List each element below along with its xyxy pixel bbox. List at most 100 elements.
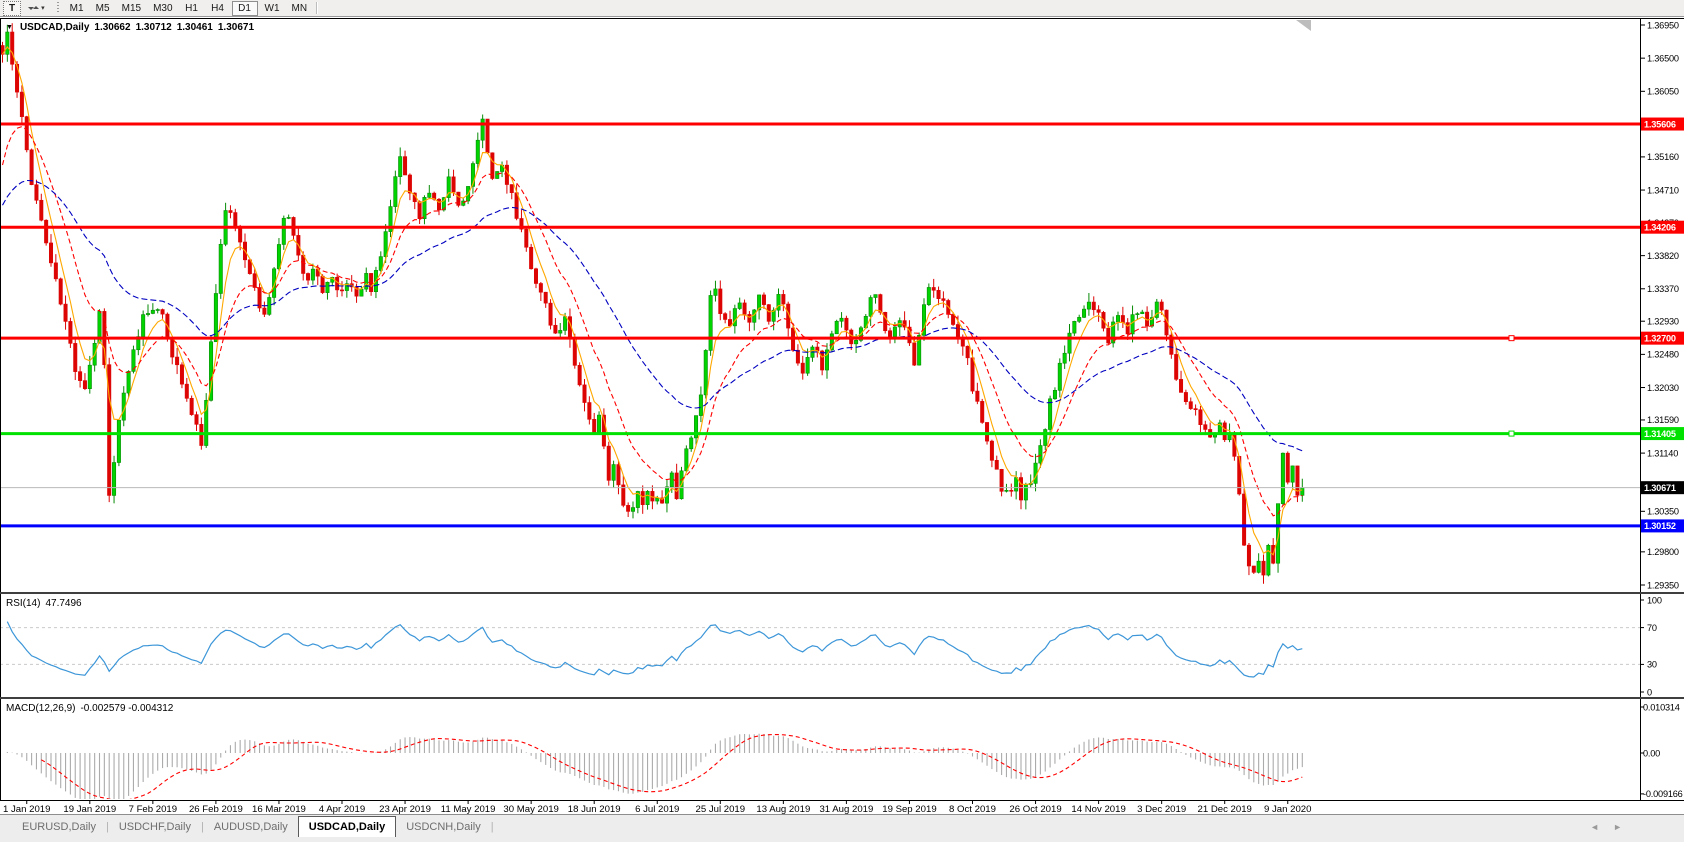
rsi-tick-label: 100: [1647, 595, 1662, 605]
price-tick-label: 1.29350: [1647, 580, 1679, 590]
tabs-scroll-right-icon[interactable]: ►: [1613, 822, 1622, 832]
date-label: 26 Oct 2019: [1009, 804, 1061, 814]
date-label: 25 Jul 2019: [695, 804, 745, 814]
toolbar-separator-grip: [56, 2, 60, 14]
date-label: 31 Aug 2019: [819, 804, 873, 814]
macd-tick-label: 0.00: [1643, 748, 1660, 758]
price-tick-label: 1.34710: [1647, 185, 1679, 195]
candles-layer: [0, 23, 1305, 584]
macd-tick-label: 0.010314: [1643, 702, 1680, 712]
rsi-name: RSI(14): [6, 598, 41, 609]
tab-usdcad[interactable]: USDCAD,Daily: [297, 815, 397, 837]
tab-eurusd[interactable]: EURUSD,Daily: [22, 820, 96, 833]
date-label: 14 Nov 2019: [1071, 804, 1125, 814]
chevron-down-icon: ▾: [41, 5, 45, 12]
price-tick-label: 1.30350: [1647, 507, 1679, 517]
price-level-box: [1641, 331, 1684, 345]
date-label: 18 Jun 2019: [568, 804, 621, 814]
date-label: 21 Dec 2019: [1197, 804, 1251, 814]
tab-audusd[interactable]: AUDUSD,Daily: [213, 820, 288, 833]
price-tick-label: 1.33820: [1647, 251, 1679, 261]
timeframe-button-h1[interactable]: H1: [185, 2, 198, 14]
ma-line-13[interactable]: [1, 125, 1303, 517]
date-label: 4 Apr 2019: [319, 804, 365, 814]
tab-usdchf[interactable]: USDCHF,Daily: [118, 820, 191, 833]
timeframe-button-w1[interactable]: W1: [264, 2, 280, 14]
main-chart-pane[interactable]: [0, 19, 1640, 592]
rsi-tick-label: 70: [1647, 623, 1657, 633]
date-label: 6 Jul 2019: [635, 804, 679, 814]
price-tick-label: 1.32480: [1647, 350, 1679, 360]
price-tick-label: 1.36500: [1647, 53, 1679, 63]
rsi-tick-label: 30: [1647, 660, 1657, 670]
toolbar: T ▾ M1 M5 M15 M30 H1 H4 D1 W1 MN: [0, 0, 1684, 17]
price-level-label: 1.34206: [1644, 222, 1676, 232]
price-tick-label: 1.36950: [1647, 20, 1679, 30]
tab-usdcnh[interactable]: USDCNH,Daily: [406, 820, 481, 833]
price-level-box: [1641, 117, 1684, 131]
date-label: 26 Feb 2019: [189, 804, 243, 814]
price-level-box: [1641, 519, 1684, 533]
price-level-box: [1641, 427, 1684, 441]
chart-title-symbol: USDCAD,Daily: [19, 22, 90, 33]
text-tool-button[interactable]: T: [3, 0, 22, 16]
price-tick-label: 1.35160: [1647, 152, 1679, 162]
hline-handle[interactable]: [1508, 430, 1515, 437]
price-level-box: [1641, 220, 1684, 234]
price-axis[interactable]: [1641, 19, 1684, 800]
macd-histogram: [6, 733, 1303, 799]
arrows-dropdown-button[interactable]: ▾: [23, 2, 50, 15]
ohlc-low: 1.30461: [176, 22, 213, 33]
price-tick-label: 1.31590: [1647, 415, 1679, 425]
ma-line-40[interactable]: [2, 179, 1303, 452]
chart-window: 1.36950 1.36500 1.36050 1.35160 1.34710 1.342…: [0, 18, 1684, 814]
price-tick-label: 1.32930: [1647, 317, 1679, 327]
ohlc-high: 1.30712: [135, 22, 172, 33]
timeframe-button-h4[interactable]: H4: [211, 2, 224, 14]
date-label: 23 Apr 2019: [379, 804, 431, 814]
price-tick-label: 1.29800: [1647, 547, 1679, 557]
price-tick-label: 1.33370: [1647, 284, 1679, 294]
tab-scroll-arrows: ◄ ►: [1590, 822, 1622, 832]
macd-pane[interactable]: [0, 699, 1640, 799]
date-label: 13 Aug 2019: [756, 804, 810, 814]
timeframe-button-m30[interactable]: M30: [153, 2, 173, 14]
timeframe-button-m15[interactable]: M15: [121, 2, 142, 14]
collapse-chart-icon[interactable]: ▼: [6, 24, 13, 31]
date-label: 3 Dec 2019: [1137, 804, 1186, 814]
symbol-tab-bar: EURUSD,Daily | USDCHF,Daily | AUDUSD,Daily US…: [0, 814, 1684, 842]
date-label: 19 Sep 2019: [882, 804, 936, 814]
date-label: 30 May 2019: [503, 804, 558, 814]
tabs-scroll-left-icon[interactable]: ◄: [1590, 822, 1600, 832]
ohlc-open: 1.30662: [94, 22, 131, 33]
chart-canvas[interactable]: 1.36950 1.36500 1.36050 1.35160 1.34710 1.342…: [0, 18, 1684, 814]
ohlc-close: 1.30671: [217, 22, 255, 33]
price-level-label: 1.32700: [1644, 333, 1676, 343]
timeframe-button-m1[interactable]: M1: [69, 2, 84, 14]
rsi-tick-label: 0: [1647, 687, 1652, 697]
timeframe-button-group: M1 M5 M15 M30 H1 H4 D1 W1 MN: [64, 0, 313, 16]
macd-tick-label: -0.009166: [1643, 789, 1683, 799]
timeframe-button-mn[interactable]: MN: [291, 2, 308, 14]
rsi-value: 47.7496: [45, 598, 82, 609]
price-level-label: 1.35606: [1644, 119, 1676, 129]
price-tick-label: 1.36050: [1647, 87, 1679, 97]
hline-handle[interactable]: [1508, 335, 1515, 342]
price-level-label: 1.30152: [1644, 521, 1676, 531]
chart-shift-marker[interactable]: [1296, 20, 1311, 31]
date-label: 16 Mar 2019: [252, 804, 306, 814]
current-price-box: [1641, 481, 1684, 495]
date-axis[interactable]: [0, 801, 1640, 814]
rsi-pane[interactable]: [0, 594, 1640, 697]
indicator-arrows-icon: [28, 3, 40, 14]
tab-divider: |: [105, 821, 109, 833]
rsi-line: [6, 621, 1303, 678]
timeframe-button-d1[interactable]: D1: [231, 0, 258, 16]
date-label: 11 May 2019: [441, 804, 496, 814]
timeframe-button-m5[interactable]: M5: [95, 2, 110, 14]
date-label: 1 Jan 2019: [3, 804, 50, 814]
date-label: 7 Feb 2019: [129, 804, 178, 814]
rsi-indicator-label: RSI(14) 47.7496: [6, 598, 82, 609]
price-tick-label: 1.32030: [1647, 383, 1679, 393]
date-label: 8 Oct 2019: [949, 804, 996, 814]
